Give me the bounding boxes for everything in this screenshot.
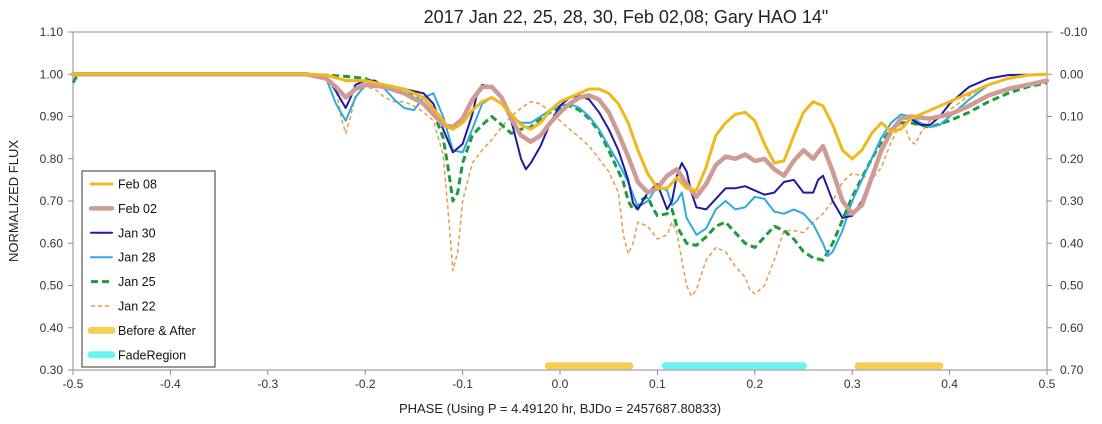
y-tick-label: 1.00	[40, 67, 64, 81]
series-line-jan-25	[71, 72, 1048, 262]
x-tick-label: 0.3	[844, 377, 861, 391]
y2-tick-label: 0.00	[1060, 67, 1084, 81]
x-tick-label: -0.5	[63, 377, 84, 391]
y-tick-label: 0.60	[40, 236, 64, 250]
series-line-feb-08	[71, 72, 1049, 192]
y-tick-label: 0.30	[40, 363, 64, 377]
x-tick-label: 0.2	[746, 377, 763, 391]
x-tick-label: 0.0	[552, 377, 569, 391]
series-layer	[70, 72, 1050, 370]
x-tick-label: 0.5	[1039, 377, 1056, 391]
y2-tick-label: 0.10	[1060, 110, 1084, 124]
plot-border	[72, 31, 1048, 371]
y-tick-label: 0.40	[40, 321, 64, 335]
y-tick-label: 1.10	[40, 25, 64, 39]
y2-tick-label: 0.20	[1060, 152, 1084, 166]
x-tick-label: -0.1	[452, 377, 473, 391]
x-tick-label: 0.4	[941, 377, 958, 391]
legend-box	[81, 170, 216, 368]
legend-label: FadeRegion	[118, 348, 186, 362]
x-tick-label: -0.4	[160, 377, 181, 391]
x-axis-label: PHASE (Using P = 4.49120 hr, BJDo = 2457…	[399, 401, 721, 416]
y2-tick-label: -0.10	[1060, 25, 1088, 39]
y-tick-label: 0.70	[40, 194, 64, 208]
legend: Feb 08 Feb 02 Jan 30 Jan 28 Jan 25 Jan 22 Befo…	[81, 170, 216, 368]
legend-label: Jan 22	[118, 300, 156, 314]
legend-label: Feb 08	[118, 178, 157, 192]
legend-label: Feb 02	[118, 202, 157, 216]
series-line-jan-22	[73, 73, 1048, 297]
legend-label: Jan 28	[118, 251, 156, 265]
y2-tick-label: 0.40	[1060, 236, 1084, 250]
y-tick-label: 0.80	[40, 152, 64, 166]
y-tick-label: 0.50	[40, 279, 64, 293]
y-axis-right: 0.70 0.60 0.50 0.40 0.30 0.20 0.10 0.00 -0.10	[1047, 25, 1088, 377]
legend-label: Jan 30	[118, 226, 156, 240]
y2-tick-label: 0.60	[1060, 321, 1084, 335]
x-tick-label: 0.1	[649, 377, 666, 391]
y2-tick-label: 0.30	[1060, 194, 1084, 208]
x-tick-label: -0.3	[257, 377, 278, 391]
y2-tick-label: 0.50	[1060, 279, 1084, 293]
x-tick-label: -0.2	[355, 377, 376, 391]
legend-label: Before & After	[118, 324, 196, 338]
legend-label: Jan 25	[118, 275, 156, 289]
y-tick-label: 0.90	[40, 110, 64, 124]
chart-title: 2017 Jan 22, 25, 28, 30, Feb 02,08; Gary…	[424, 7, 829, 27]
y2-tick-label: 0.70	[1060, 363, 1084, 377]
y-axis-left: 0.30 0.40 0.50 0.60 0.70 0.80 0.90 1.00 1.10	[40, 25, 73, 377]
y-axis-label: NORMALIZED FLUX	[6, 140, 21, 262]
plot-area	[72, 31, 1048, 371]
x-axis: -0.5 -0.4 -0.3 -0.2 -0.1 0.0 0.1 0.2 0.3 0.4 0.5	[63, 370, 1056, 391]
